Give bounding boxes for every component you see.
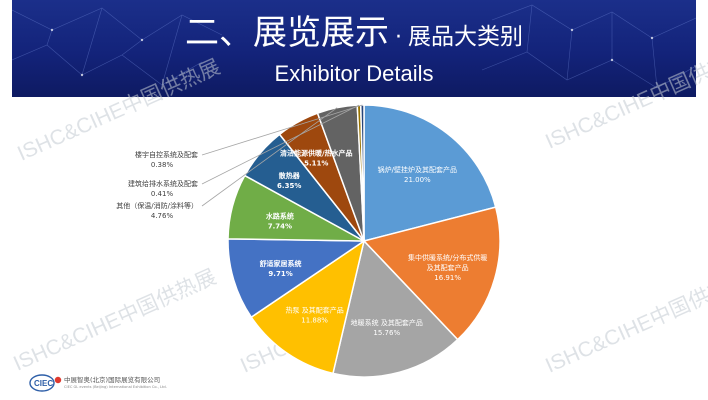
slice-percent-label: 0.41% <box>151 190 174 198</box>
leader-line <box>201 104 363 156</box>
company-name-block: 中展智奥(北京)国际展览有限公司 CIEC GL events (Beijing… <box>64 376 167 390</box>
slice-label: 及其配套产品 <box>427 263 469 272</box>
header-banner: 二、展览展示 · 展品大类别 Exhibitor Details <box>12 0 696 97</box>
slice-label: 其他（保温/消防/涂料等） <box>116 201 198 210</box>
slice-percent-label: 5.11% <box>304 160 328 168</box>
slice-percent-label: 16.91% <box>434 274 461 282</box>
slice-label: 热泵 及其配套产品 <box>285 306 343 315</box>
slice-label: 锅炉/壁挂炉及其配套产品 <box>378 165 457 174</box>
slice-label: 水路系统 <box>266 212 294 221</box>
slice-percent-label: 15.76% <box>373 329 400 337</box>
title-sub-text: 展品大类别 <box>408 24 523 50</box>
pie-slice <box>332 239 459 378</box>
slice-label: 楼宇自控系统及配套 <box>135 150 198 159</box>
ciec-logo-icon: CIEC <box>29 374 62 392</box>
slice-label: 清洁能源供暖/热水产品 <box>280 149 353 158</box>
pie-slice <box>227 238 367 319</box>
pie-slice <box>363 104 497 242</box>
slice-percent-label: 4.76% <box>151 212 174 220</box>
slice-percent-label: 11.88% <box>301 317 328 325</box>
slice-label: 建筑给排水系统及配套 <box>128 179 198 188</box>
svg-text:CIEC: CIEC <box>34 379 53 388</box>
network-pattern-decoration <box>12 4 696 89</box>
slice-percent-label: 0.38% <box>151 161 174 169</box>
company-name-en: CIEC GL events (Beijing) International E… <box>64 385 167 389</box>
slice-percent-label: 6.35% <box>277 182 301 190</box>
page-subtitle-english: Exhibitor Details <box>274 61 434 86</box>
page-title: 二、展览展示 · 展品大类别 <box>12 13 696 58</box>
pie-slice <box>362 206 501 341</box>
slice-percent-label: 9.71% <box>268 270 292 278</box>
slice-label: 地暖系统 及其配套产品 <box>351 318 423 327</box>
slice-label: 集中供暖系统/分布式供暖 <box>408 253 487 262</box>
slice-percent-label: 7.74% <box>268 223 292 231</box>
slice-label: 散热器 <box>279 171 301 180</box>
leader-line <box>201 104 360 185</box>
slice-label: 舒适家居系统 <box>260 259 302 268</box>
leader-line <box>201 107 338 207</box>
title-main-text: 二、展览展示 <box>185 13 389 53</box>
title-dot: · <box>395 25 402 50</box>
company-name-cn: 中展智奥(北京)国际展览有限公司 <box>64 376 161 384</box>
slice-percent-label: 21.00% <box>404 176 431 184</box>
pie-slice <box>250 239 366 375</box>
